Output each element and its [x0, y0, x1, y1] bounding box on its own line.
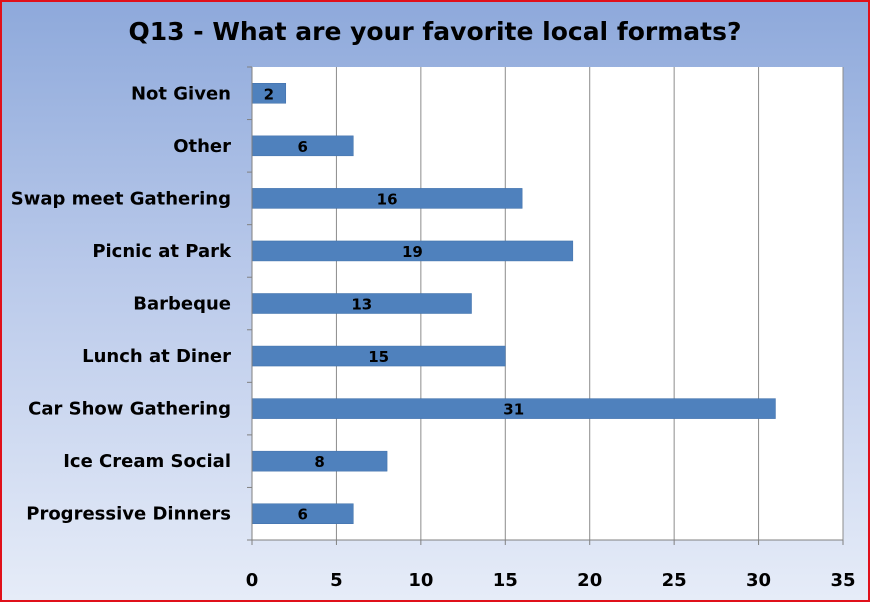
- data-label: 15: [368, 348, 389, 366]
- x-tick-label: 10: [408, 570, 433, 591]
- category-label: Barbeque: [133, 294, 231, 315]
- category-label: Other: [173, 136, 231, 157]
- bars: [251, 83, 776, 524]
- data-label: 2: [264, 85, 274, 103]
- x-tick-label: 25: [662, 570, 687, 591]
- data-label: 6: [297, 506, 307, 524]
- category-label: Swap meet Gathering: [11, 188, 231, 209]
- labels: 2 Not Given 6 Other 16 Swap meet Gathering 19 P…: [11, 83, 856, 591]
- data-label: 31: [503, 401, 524, 419]
- x-tick-label: 35: [830, 570, 855, 591]
- axes: [247, 66, 844, 545]
- x-tick-label: 30: [746, 570, 771, 591]
- x-tick-label: 0: [246, 570, 259, 591]
- category-label: Progressive Dinners: [26, 504, 231, 525]
- category-label: Not Given: [131, 83, 231, 104]
- chart-title: Q13 - What are your favorite local forma…: [129, 17, 742, 46]
- data-label: 13: [351, 296, 372, 314]
- data-label: 16: [377, 190, 398, 208]
- category-label: Lunch at Diner: [82, 346, 231, 367]
- category-label: Ice Cream Social: [63, 451, 231, 472]
- data-label: 6: [297, 138, 307, 156]
- data-label: 19: [402, 243, 423, 261]
- x-tick-label: 20: [577, 570, 602, 591]
- x-tick-label: 5: [330, 570, 343, 591]
- category-label: Car Show Gathering: [28, 399, 231, 420]
- x-tick-label: 15: [493, 570, 518, 591]
- data-label: 8: [314, 453, 324, 471]
- category-label: Picnic at Park: [92, 241, 232, 262]
